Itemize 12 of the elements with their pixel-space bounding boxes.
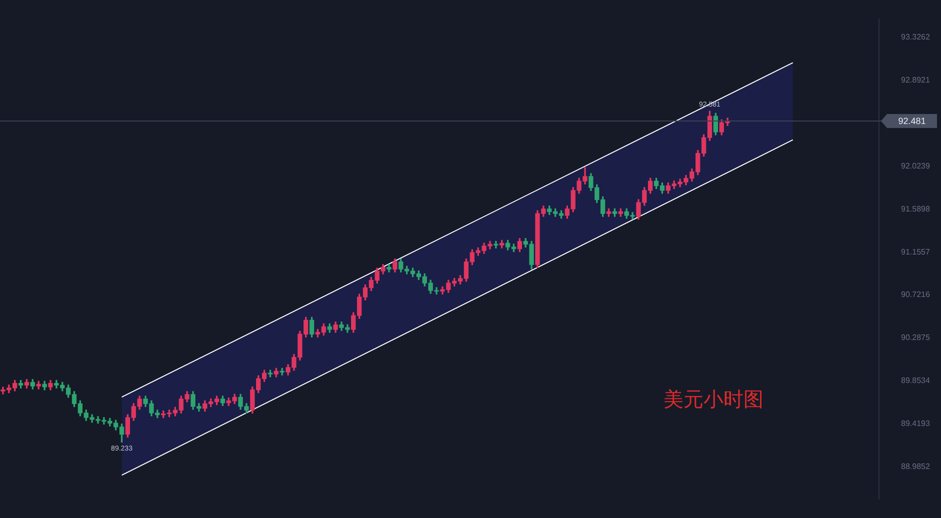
y-tick-label: 90.2875 xyxy=(901,333,930,342)
y-tick-label: 88.9852 xyxy=(901,462,930,471)
y-tick-label: 89.4193 xyxy=(901,419,930,428)
y-tick-label: 90.7216 xyxy=(901,290,930,300)
annotation: 美元小时图 xyxy=(664,388,764,412)
y-tick-label: 91.1557 xyxy=(901,247,930,256)
y-tick-label: 93.3262 xyxy=(901,32,930,42)
y-tick-label: 89.8534 xyxy=(901,376,930,386)
y-tick-label: 92.0239 xyxy=(901,161,930,170)
y-tick-label: 91.5898 xyxy=(901,204,930,214)
y-tick-label: 92.8921 xyxy=(901,76,930,85)
ref-line-label: 92.481 xyxy=(897,116,926,126)
